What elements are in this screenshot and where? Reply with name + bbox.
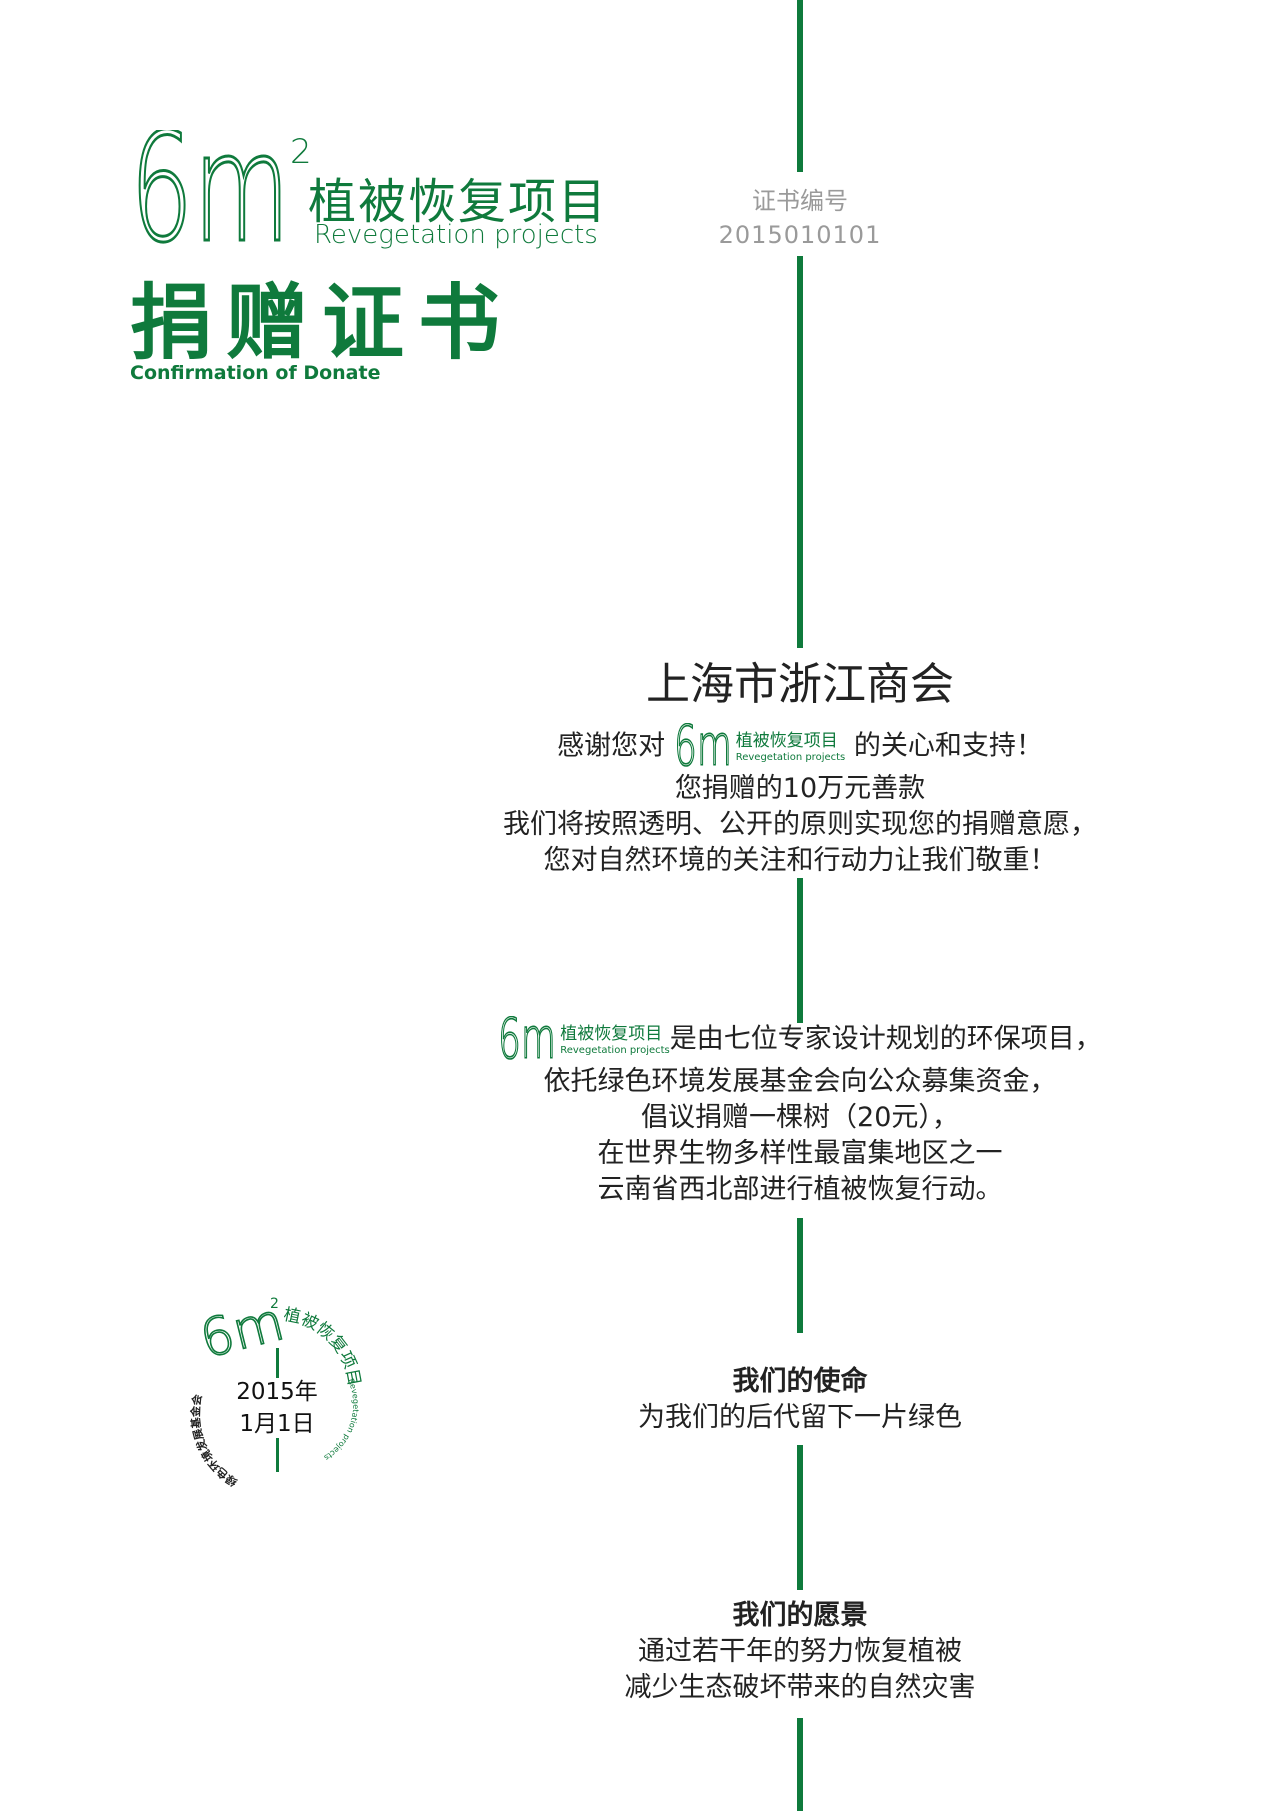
inline-logo-cn: 植被恢复项目 <box>560 1024 663 1044</box>
stamp-logo-sup: 2 <box>270 1296 279 1312</box>
stamp-bar-bottom <box>276 1438 279 1472</box>
certificate-title-cn: 捐赠证书 <box>130 276 515 371</box>
svg-text:6m: 6m <box>674 723 732 769</box>
certificate-title-en: Confirmation of Donate <box>130 362 381 384</box>
thanks-line-3: 我们将按照透明、公开的原则实现您的捐赠意愿， <box>503 809 1097 840</box>
svg-text:6m: 6m <box>498 1016 556 1062</box>
thanks-line-1-post: 的关心和支持！ <box>853 730 1043 762</box>
about-line-1: 6m 植被恢复项目 Revegetation projects 是由七位专家设计… <box>300 1006 1280 1073</box>
certificate-number-value: 2015010101 <box>718 221 882 249</box>
stamp-date-line-1: 2015年 <box>236 1379 318 1405</box>
inline-logo-cn: 植被恢复项目 <box>735 731 838 751</box>
svg-text:6m: 6m <box>130 130 290 248</box>
stamp-bar-top <box>276 1348 279 1378</box>
inline-logo-text: 植被恢复项目 Revegetation projects <box>560 1024 670 1058</box>
project-logo-6m: 6m <box>130 130 290 248</box>
inline-logo-6m: 6m <box>673 713 733 780</box>
thanks-line-4: 您对自然环境的关注和行动力让我们敬重！ <box>543 845 1057 876</box>
about-line-3: 倡议捐赠一棵树（20元）， <box>641 1102 959 1133</box>
vision-section: 我们的愿景 通过若干年的努力恢复植被 减少生态破坏带来的自然灾害 <box>300 1598 1280 1706</box>
project-title-cn: 植被恢复项目 <box>308 174 609 230</box>
timeline-line-segment <box>797 248 803 648</box>
timeline-line-segment <box>797 0 803 172</box>
date-stamp: 6m 2 植被恢复项目 Revegetation projects 绿色环境发展… <box>188 1290 388 1490</box>
inline-project-logo: 6m 植被恢复项目 Revegetation projects <box>497 1006 670 1073</box>
stamp-date: 2015年 1月1日 <box>222 1376 332 1440</box>
inline-logo-en: Revegetation projects <box>560 1045 670 1056</box>
timeline-line-segment <box>797 1445 803 1590</box>
timeline-line-segment <box>797 878 803 1023</box>
about-line-5: 云南省西北部进行植被恢复行动。 <box>597 1174 1003 1205</box>
mission-section: 我们的使命 为我们的后代留下一片绿色 <box>300 1364 1280 1436</box>
logo-superscript: 2 <box>290 132 312 172</box>
about-section: 6m 植被恢复项目 Revegetation projects 是由七位专家设计… <box>300 1006 1280 1208</box>
vision-line-1: 通过若干年的努力恢复植被 <box>638 1636 962 1667</box>
stamp-date-line-2: 1月1日 <box>239 1411 315 1437</box>
about-line-1-text: 是由七位专家设计规划的环保项目， <box>669 1023 1102 1055</box>
inline-logo-text: 植被恢复项目 Revegetation projects <box>736 731 846 765</box>
timeline-line-segment <box>797 1718 803 1811</box>
vision-line-2: 减少生态破坏带来的自然灾害 <box>624 1672 976 1703</box>
certificate-number-label: 证书编号 <box>752 187 848 215</box>
stamp-graphic: 6m 2 植被恢复项目 Revegetation projects 绿色环境发展… <box>188 1291 364 1489</box>
certificate-number: 证书编号 2015010101 <box>700 180 900 256</box>
thanks-section: 上海市浙江商会 感谢您对 6m 植被恢复项目 Revegetation proj… <box>300 655 1280 879</box>
thanks-line-1: 感谢您对 6m 植被恢复项目 Revegetation projects 的关心… <box>300 713 1280 780</box>
mission-text: 为我们的后代留下一片绿色 <box>638 1402 962 1433</box>
about-line-2: 依托绿色环境发展基金会向公众募集资金， <box>543 1066 1057 1097</box>
about-line-4: 在世界生物多样性最富集地区之一 <box>597 1138 1003 1169</box>
inline-project-logo: 6m 植被恢复项目 Revegetation projects <box>673 713 846 780</box>
mission-title: 我们的使命 <box>732 1366 868 1397</box>
project-title-en: Revegetation projects <box>314 220 598 250</box>
inline-logo-en: Revegetation projects <box>735 752 846 763</box>
thanks-line-2: 您捐赠的10万元善款 <box>674 773 926 804</box>
vision-title: 我们的愿景 <box>732 1600 868 1631</box>
thanks-line-1-pre: 感谢您对 <box>557 730 666 762</box>
donor-name: 上海市浙江商会 <box>646 659 954 710</box>
timeline-line-segment <box>797 1218 803 1333</box>
inline-logo-6m: 6m <box>497 1006 557 1073</box>
